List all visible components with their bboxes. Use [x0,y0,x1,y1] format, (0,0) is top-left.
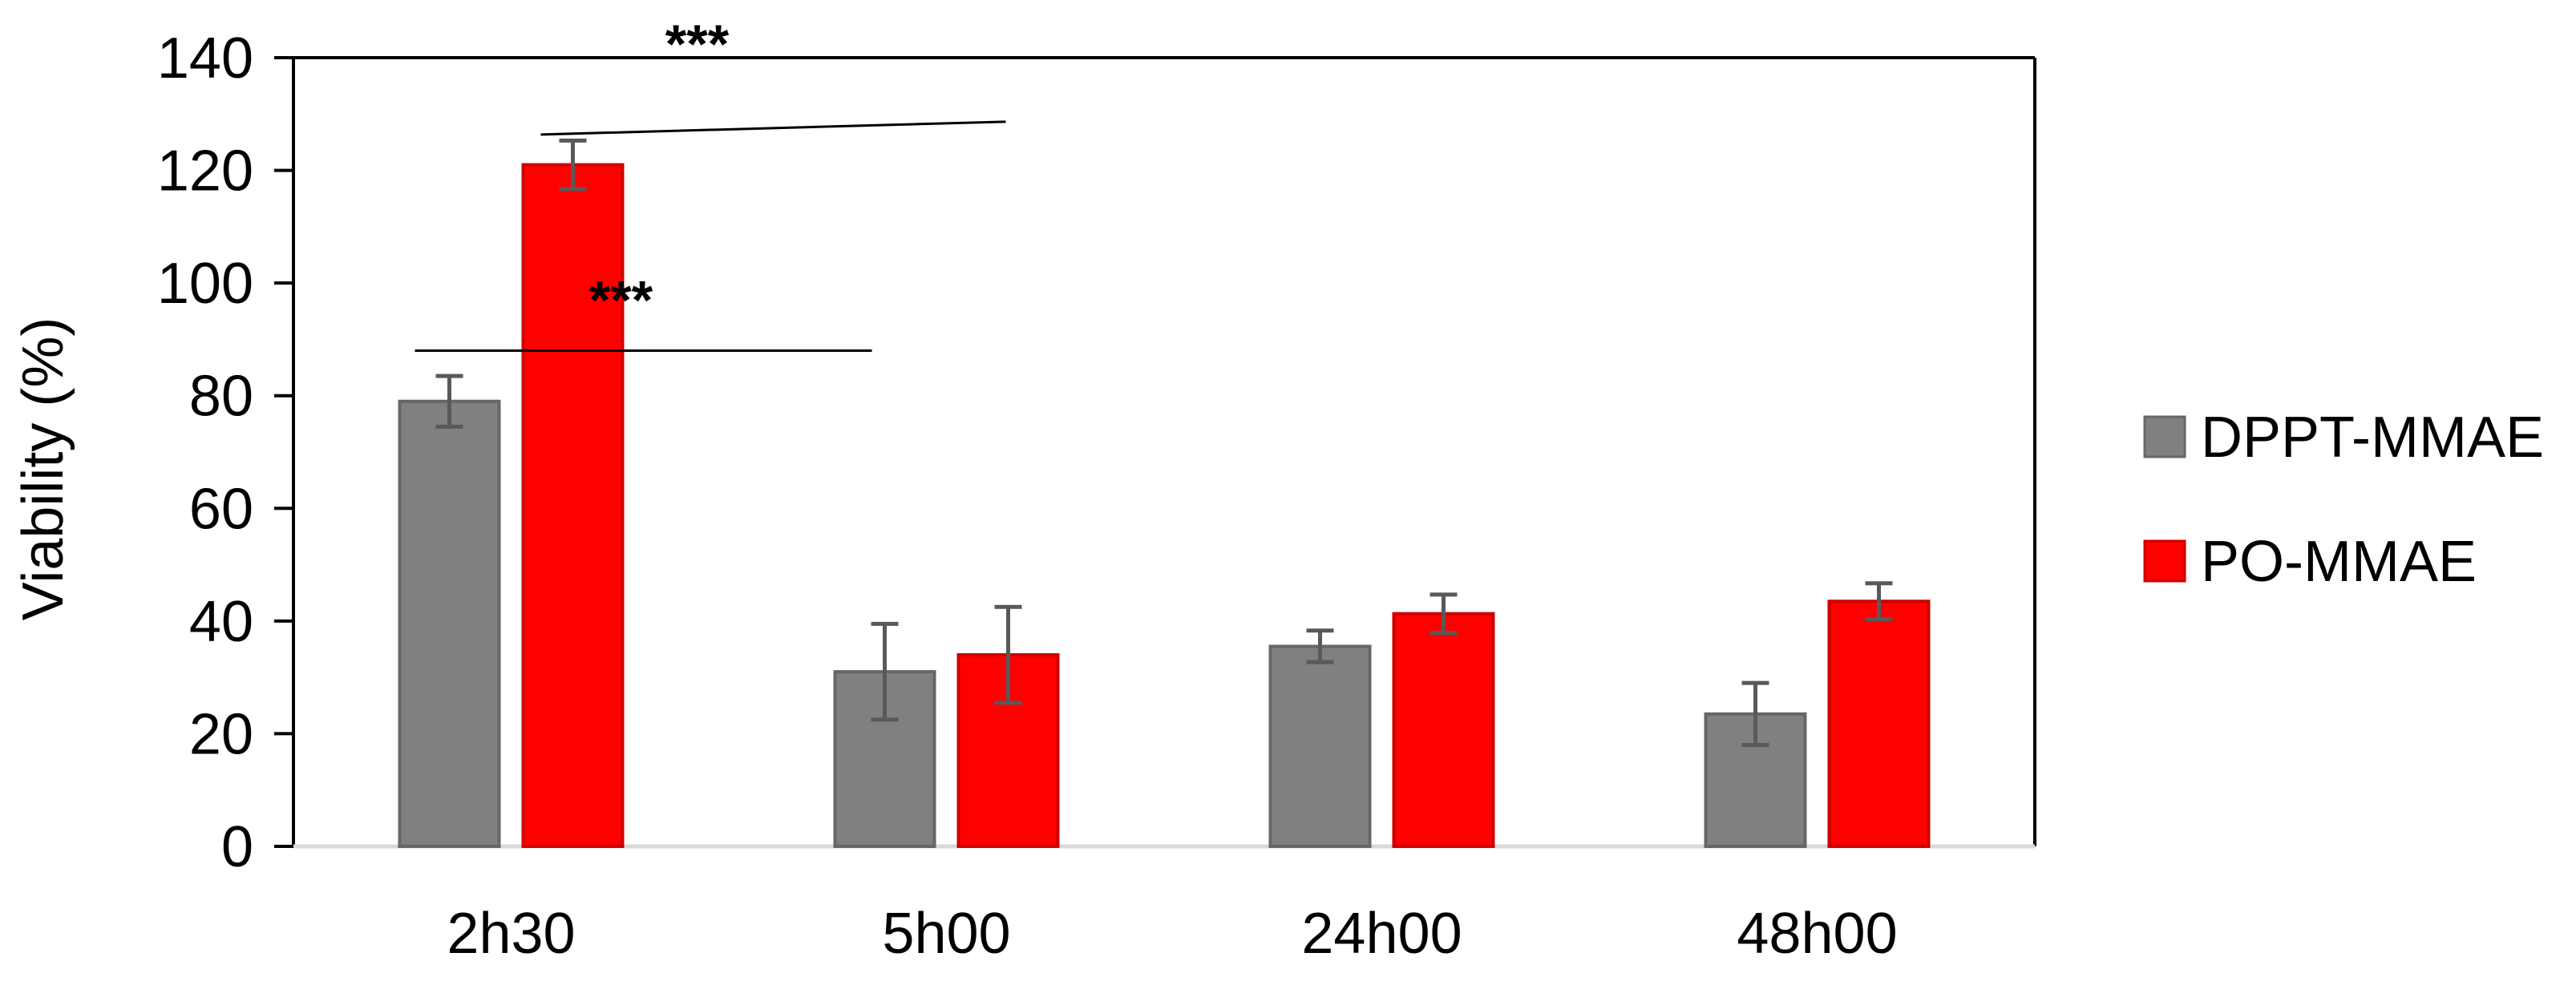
y-tick-label: 80 [189,365,253,429]
bars-group [398,163,1931,849]
legend-label-po-mmae: PO-MMAE [2201,530,2477,594]
legend-label-dppt-mmae: DPPT-MMAE [2201,406,2544,470]
bar-po-mmae-24h00 [1392,612,1495,848]
y-axis-title: Viability (%) [11,317,75,621]
legend-swatch-dppt-mmae [2143,415,2186,458]
legend: DPPT-MMAE PO-MMAE [2143,406,2544,594]
bar-dppt-mmae-24h00 [1268,644,1372,848]
y-tick-label: 120 [157,139,253,204]
bar-dppt-mmae-2h30 [398,399,501,848]
y-tick-label: 60 [189,477,253,541]
significance-label-2: *** [665,14,730,75]
bar-po-mmae-2h30 [521,163,625,849]
significance-group: *** *** [415,14,1006,352]
x-tick-label: 2h30 [447,902,575,966]
significance-line-2 [540,120,1006,136]
error-bars-group [435,138,1893,747]
bar-po-mmae-48h00 [1827,600,1931,848]
x-tick-label: 5h00 [882,902,1010,966]
y-tick-label: 0 [221,815,253,879]
significance-label-1: *** [589,269,653,330]
y-tick-label: 40 [189,590,253,654]
x-tick-label: 24h00 [1301,902,1462,966]
legend-swatch-po-mmae [2143,539,2186,583]
y-tick-label: 20 [189,702,253,766]
x-tick-label: 48h00 [1737,902,1897,966]
y-tick-label: 140 [157,26,253,91]
y-axis: 0 20 40 60 80 100 120 140 [157,26,293,879]
y-tick-label: 100 [157,252,253,316]
x-axis: 2h30 5h00 24h00 48h00 [447,902,1897,966]
